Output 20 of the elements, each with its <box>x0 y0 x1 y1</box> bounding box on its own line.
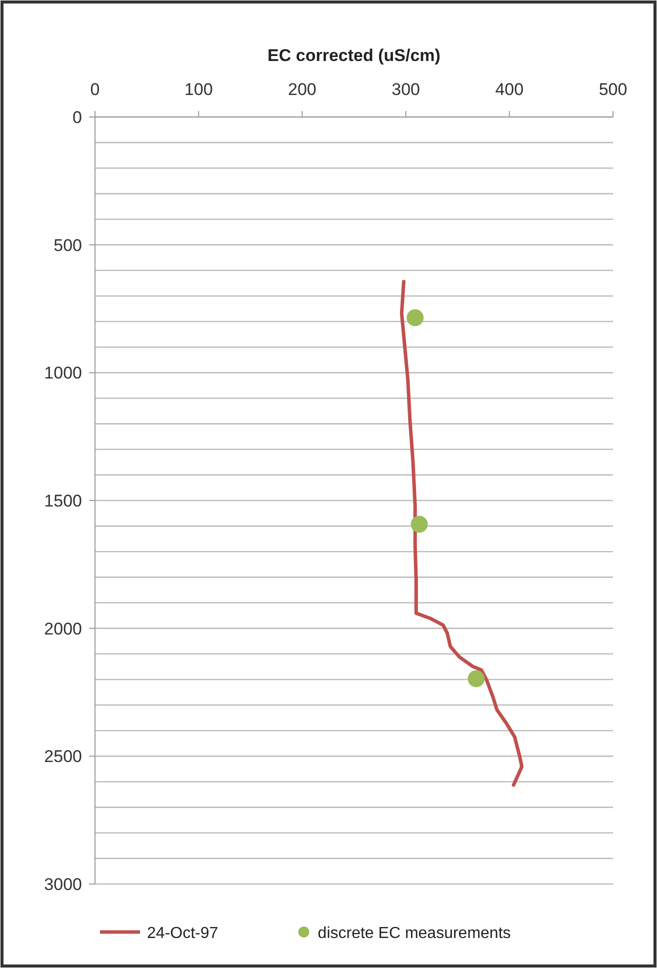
x-tick-label: 200 <box>288 80 316 99</box>
point <box>406 309 424 326</box>
x-tick-label: 100 <box>184 80 213 99</box>
y-tick-label: 500 <box>54 236 82 255</box>
point <box>410 516 428 533</box>
legend-label: 24-Oct-97 <box>147 925 218 942</box>
legend-label: discrete EC measurements <box>318 925 511 942</box>
x-tick-label: 500 <box>598 80 628 99</box>
x-tick-label: 400 <box>495 80 524 99</box>
y-tick-label: 2000 <box>44 619 82 638</box>
y-tick-label: 2500 <box>44 747 82 766</box>
point <box>468 670 485 688</box>
y-tick-label: 0 <box>72 108 82 127</box>
y-tick-label: 1000 <box>44 364 82 383</box>
y-tick-label: 3000 <box>44 875 82 894</box>
x-tick-label: 300 <box>392 80 420 99</box>
x-tick-label: 0 <box>90 80 100 99</box>
x-axis-title: EC corrected (uS/cm) <box>268 46 440 65</box>
y-tick-label: 1500 <box>44 492 82 510</box>
line-series <box>400 280 524 787</box>
